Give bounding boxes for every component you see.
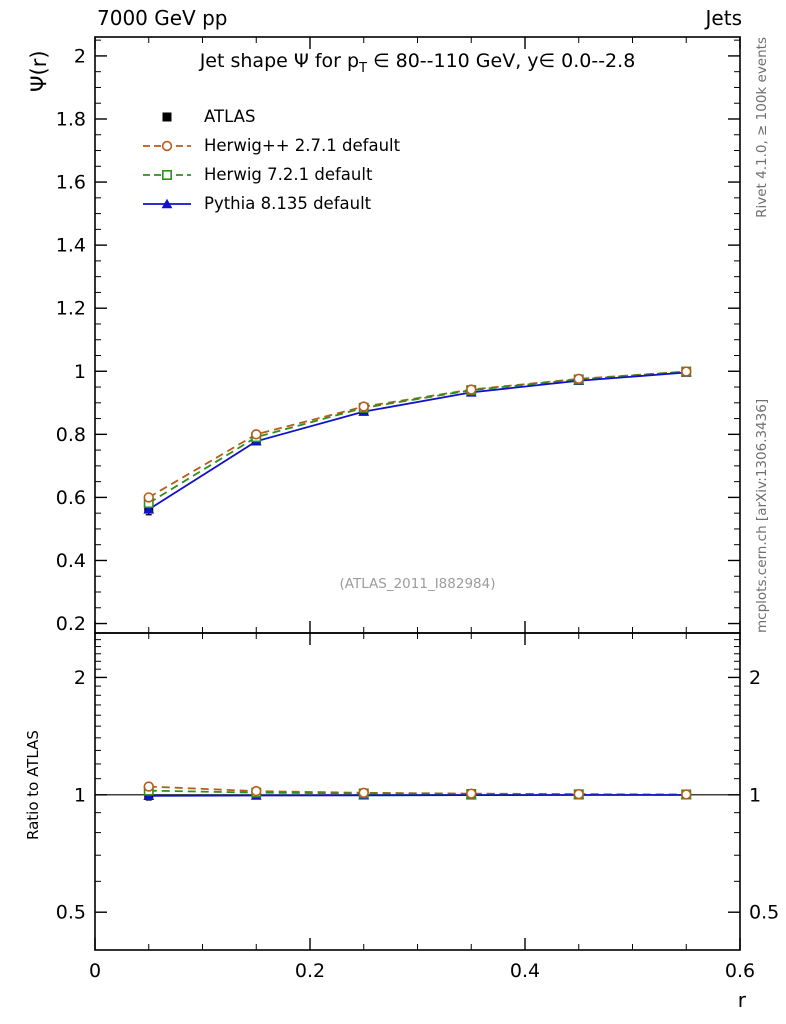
- ytick-label-top: 0.6: [56, 487, 86, 509]
- xtick-label: 0.2: [295, 960, 325, 982]
- legend-label: ATLAS: [204, 107, 256, 126]
- ytick-label-ratio-left: 2: [74, 667, 86, 689]
- legend-label: Pythia 8.135 default: [204, 194, 372, 213]
- rivet-version-label: Rivet 4.1.0, ≥ 100k events: [754, 37, 770, 218]
- plot-title-post: ∈ 80--110 GeV, y∈ 0.0--2.8: [366, 50, 636, 72]
- series-markers-filled-triangle: [143, 367, 692, 514]
- legend: ATLAS Herwig++ 2.7.1 default Herwig 7.2.1 …: [141, 102, 400, 218]
- open-square-icon: [143, 169, 191, 180]
- plot-title-pre: Jet shape Ψ for p: [199, 50, 360, 72]
- series-line: [148, 785, 687, 796]
- ytick-label-top: 1.6: [56, 172, 86, 194]
- analysis-watermark: (ATLAS_2011_I882984): [339, 576, 496, 592]
- ytick-label-ratio-right: 1: [749, 784, 761, 806]
- yaxis-label-top: Ψ(r): [27, 50, 51, 92]
- series-line: [148, 371, 687, 511]
- ytick-label-top: 0.8: [56, 424, 86, 446]
- ytick-label-top: 1.8: [56, 108, 86, 130]
- ytick-label-top: 1.2: [56, 298, 86, 320]
- legend-label: Herwig++ 2.7.1 default: [204, 136, 401, 155]
- panel-frames: [94, 36, 741, 951]
- legend-item: Herwig++ 2.7.1 default: [141, 131, 400, 160]
- ytick-label-top: 0.2: [56, 613, 86, 635]
- series-line: [148, 370, 687, 504]
- series-markers-open-circle: [143, 781, 692, 800]
- xtick-label: 0.6: [725, 960, 755, 982]
- ytick-label-ratio-left: 0.5: [56, 902, 86, 924]
- series-line: [148, 789, 687, 796]
- plot-title-sub: T: [359, 60, 367, 76]
- mcplots-reference-label: mcplots.cern.ch [arXiv:1306.3436]: [754, 399, 770, 633]
- series-markers-open-square: [143, 785, 692, 800]
- process-label: Jets: [705, 6, 742, 30]
- ytick-label-top: 1: [74, 361, 86, 383]
- filled-square-icon: [162, 112, 172, 121]
- filled-triangle-icon: [143, 198, 191, 208]
- xtick-label: 0: [89, 960, 101, 982]
- xtick-label: 0.4: [510, 960, 540, 982]
- series-line: [148, 370, 687, 499]
- open-circle-icon: [143, 140, 191, 151]
- series-markers-open-square: [143, 366, 692, 509]
- series-line: [148, 794, 687, 797]
- ytick-label-ratio-left: 1: [74, 784, 86, 806]
- ytick-label-top: 1.4: [56, 235, 86, 257]
- legend-item: ATLAS: [141, 102, 400, 131]
- plot-title: Jet shape Ψ for pT ∈ 80--110 GeV, y∈ 0.0…: [95, 50, 740, 76]
- series-markers-filled-square: [144, 367, 691, 513]
- xaxis-label: r: [737, 988, 746, 1012]
- legend-label: Herwig 7.2.1 default: [204, 165, 373, 184]
- legend-item: Pythia 8.135 default: [141, 189, 400, 218]
- ytick-label-ratio-right: 2: [749, 667, 761, 689]
- beam-energy-label: 7000 GeV pp: [97, 6, 228, 30]
- series-markers-open-circle: [143, 366, 692, 503]
- ratio-panel-series: [143, 781, 692, 801]
- ytick-label-top: 0.4: [56, 550, 86, 572]
- ytick-label-top: 2: [74, 45, 86, 67]
- tick-labels: 0.2 0.4 0.6 0.8 1 1.2 1.4 1.6 1.8 2 0.5 0.5 1 1 2 2 0 0.2…: [56, 45, 779, 982]
- legend-item: Herwig 7.2.1 default: [141, 160, 400, 189]
- ytick-label-ratio-right: 0.5: [749, 902, 779, 924]
- ratio-panel-frame: [94, 632, 741, 951]
- top-panel-series: [143, 366, 692, 516]
- yaxis-label-ratio: Ratio to ATLAS: [24, 730, 42, 840]
